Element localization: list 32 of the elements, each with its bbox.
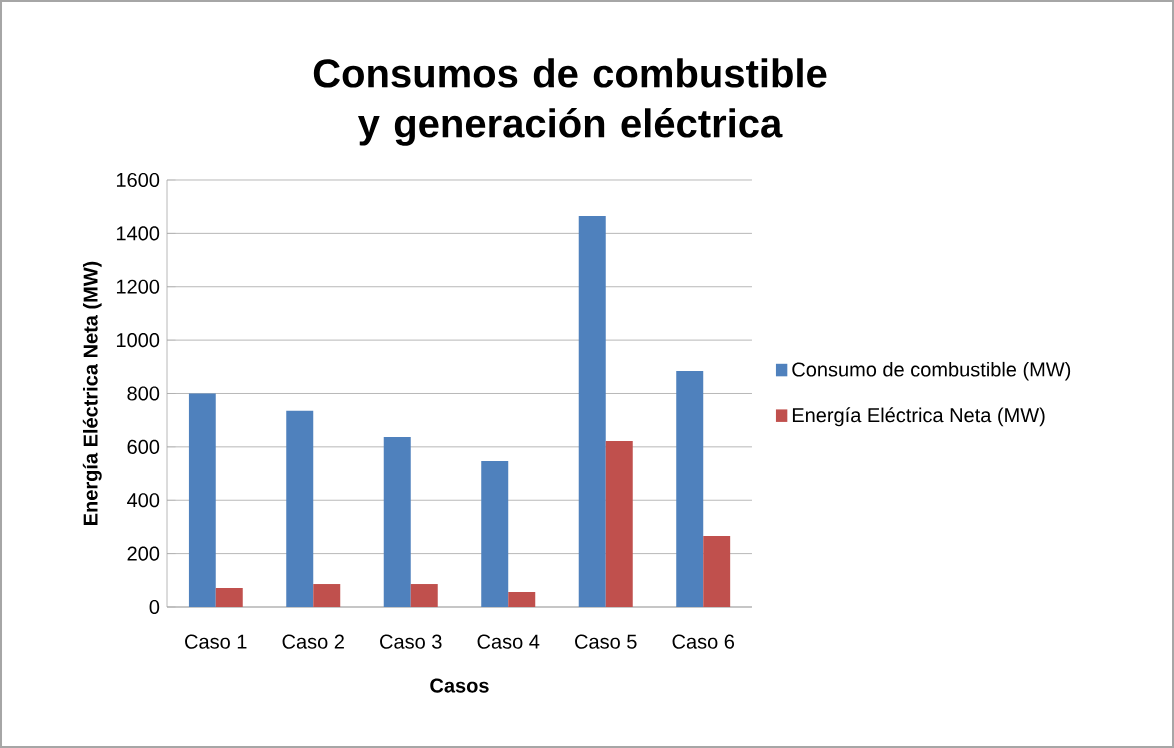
- legend-label: Consumo de combustible (MW): [792, 361, 1071, 381]
- x-tick-label: Caso 5: [575, 634, 637, 649]
- bar: [286, 410, 314, 607]
- y-tick-label: 800: [127, 386, 160, 401]
- legend-label: Energía Eléctrica Neta (MW): [792, 407, 1045, 427]
- y-tick-label: 1000: [116, 333, 160, 348]
- bar: [676, 371, 704, 607]
- bar: [188, 393, 216, 607]
- bar: [313, 584, 341, 607]
- bar: [383, 436, 411, 607]
- x-tick-label: Caso 3: [380, 634, 442, 649]
- y-tick-label: 0: [149, 599, 160, 615]
- x-tick-label: Caso 4: [477, 634, 540, 649]
- x-tick-label: Caso 6: [672, 634, 735, 649]
- y-axis-title: Energía Eléctrica Neta (MW): [82, 261, 102, 525]
- chart-title: Consumos de combustible y generación eléctrica: [313, 58, 827, 146]
- bar: [215, 588, 243, 607]
- y-tick-label: 200: [127, 546, 160, 561]
- bar: [481, 461, 509, 607]
- y-tick-label: 1200: [116, 279, 160, 294]
- y-tick-label: 400: [127, 493, 160, 508]
- y-tick-label: 1400: [116, 226, 160, 241]
- x-tick-label: Caso 2: [282, 634, 344, 649]
- x-tick-label: Caso 1: [185, 634, 247, 649]
- bar: [703, 536, 731, 607]
- y-tick-label: 1600: [116, 172, 160, 188]
- x-axis-title: Casos: [430, 678, 489, 693]
- bar: [578, 216, 606, 607]
- bar: [605, 440, 633, 607]
- bar: [410, 584, 438, 607]
- bar: [508, 592, 536, 607]
- y-tick-label: 600: [127, 439, 160, 454]
